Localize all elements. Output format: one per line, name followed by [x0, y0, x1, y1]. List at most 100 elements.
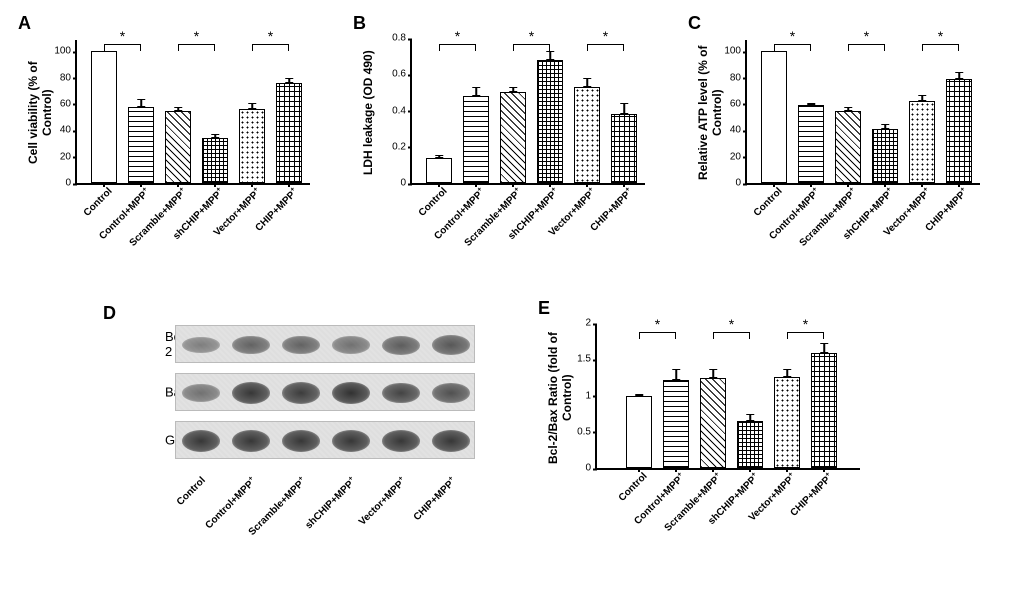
bar-control_mpp	[128, 107, 154, 183]
bar-shchip_mpp	[202, 138, 228, 183]
y-tick: 0	[585, 463, 597, 474]
plot-area: 020406080100ControlControl+MPP+Scramble+…	[745, 40, 980, 185]
blot-band	[432, 430, 470, 452]
blot-band	[382, 336, 420, 355]
bar-control	[91, 51, 117, 183]
error-bar	[749, 414, 751, 421]
bar-scramble_mpp	[835, 111, 861, 184]
bar-control	[761, 51, 787, 183]
y-tick: 40	[730, 125, 747, 136]
bar-shchip_mpp	[737, 421, 763, 468]
plot-area: 00.20.40.60.8ControlControl+MPP+Scramble…	[410, 40, 645, 185]
y-tick: 60	[730, 98, 747, 109]
blot-band	[232, 430, 270, 452]
blot-lane-Bax	[175, 373, 475, 411]
blot-band	[232, 336, 270, 355]
panel-label-C: C	[688, 13, 701, 34]
error-bar	[512, 87, 514, 92]
error-bar	[823, 343, 825, 354]
blot-band	[182, 384, 220, 402]
significance-bracket	[513, 44, 550, 45]
y-tick: 0.4	[392, 105, 412, 116]
bar-scramble_mpp	[500, 92, 526, 183]
blot-band	[382, 383, 420, 404]
significance-bracket	[713, 332, 750, 333]
blot-band	[182, 430, 220, 452]
error-bar	[675, 369, 677, 380]
y-tick: 0	[65, 178, 77, 189]
y-axis-label: Cell viability (% of Control)	[26, 40, 54, 185]
panel-label-A: A	[18, 13, 31, 34]
blot-x-label: shCHIP+MPP+	[303, 475, 359, 531]
error-bar	[638, 394, 640, 395]
y-tick: 0.8	[392, 33, 412, 44]
significance-bracket	[104, 44, 141, 45]
bar-vector_mpp	[239, 109, 265, 183]
y-tick: 20	[730, 151, 747, 162]
error-bar	[847, 107, 849, 111]
blot-band	[332, 336, 370, 354]
y-tick: 0	[400, 178, 412, 189]
blot-band	[282, 430, 320, 452]
bar-control	[626, 396, 652, 469]
significance-bracket	[639, 332, 676, 333]
bar-scramble_mpp	[700, 378, 726, 468]
bar-scramble_mpp	[165, 111, 191, 184]
plot-area: 020406080100ControlControl+MPP+Scramble+…	[75, 40, 310, 185]
panel-C: C 020406080100ControlControl+MPP+Scramble…	[690, 15, 1005, 275]
panel-label-D: D	[103, 303, 116, 324]
blot-band	[432, 335, 470, 354]
significance-bracket	[178, 44, 215, 45]
bar-control_mpp	[798, 105, 824, 183]
panel-label-B: B	[353, 13, 366, 34]
plot-area: 00.511.52ControlControl+MPP+Scramble+MPP…	[595, 325, 860, 470]
y-tick: 1	[585, 390, 597, 401]
y-tick: 0.5	[577, 426, 597, 437]
panel-label-E: E	[538, 298, 550, 319]
y-tick: 80	[730, 72, 747, 83]
figure: A 020406080100ControlControl+MPP+Scramble…	[10, 10, 1010, 590]
significance-star: *	[268, 28, 273, 44]
y-tick: 1.5	[577, 354, 597, 365]
significance-bracket	[439, 44, 476, 45]
blot-x-label: Control	[175, 475, 208, 508]
panel-D: DBcl-2BaxGAPDHControlControl+MPP+Scrambl…	[105, 305, 475, 575]
significance-bracket	[922, 44, 959, 45]
bar-vector_mpp	[774, 377, 800, 468]
y-tick: 20	[60, 151, 77, 162]
error-bar	[177, 107, 179, 111]
error-bar	[884, 124, 886, 129]
y-axis-label: Relative ATP level (% of Control)	[696, 40, 724, 185]
bar-control	[426, 158, 452, 183]
y-axis-label: LDH leakage (OD 490)	[361, 40, 375, 185]
y-tick: 0.6	[392, 69, 412, 80]
significance-star: *	[803, 316, 808, 332]
y-tick: 100	[724, 46, 747, 57]
panel-A: A 020406080100ControlControl+MPP+Scramble…	[20, 15, 335, 275]
significance-star: *	[529, 28, 534, 44]
y-tick: 40	[60, 125, 77, 136]
blot-band	[232, 382, 270, 404]
error-bar	[810, 103, 812, 106]
error-bar	[251, 103, 253, 110]
blot-lane-Bcl-2	[175, 325, 475, 363]
blot-lane-GAPDH	[175, 421, 475, 459]
blot-row-label: GAPDH	[165, 433, 175, 448]
y-tick: 0.2	[392, 141, 412, 152]
blot-band	[282, 336, 320, 355]
error-bar	[786, 369, 788, 376]
significance-star: *	[655, 316, 660, 332]
error-bar	[438, 155, 440, 158]
blot-band	[182, 337, 220, 354]
y-tick: 80	[60, 72, 77, 83]
blot-band	[382, 430, 420, 452]
error-bar	[549, 51, 551, 60]
bar-vector_mpp	[909, 101, 935, 183]
significance-star: *	[120, 28, 125, 44]
bar-control_mpp	[463, 96, 489, 183]
significance-star: *	[864, 28, 869, 44]
blot-row-label: Bcl-2	[165, 329, 175, 359]
significance-bracket	[252, 44, 289, 45]
significance-bracket	[848, 44, 885, 45]
panel-B: B 00.20.40.60.8ControlControl+MPP+Scrambl…	[355, 15, 670, 275]
